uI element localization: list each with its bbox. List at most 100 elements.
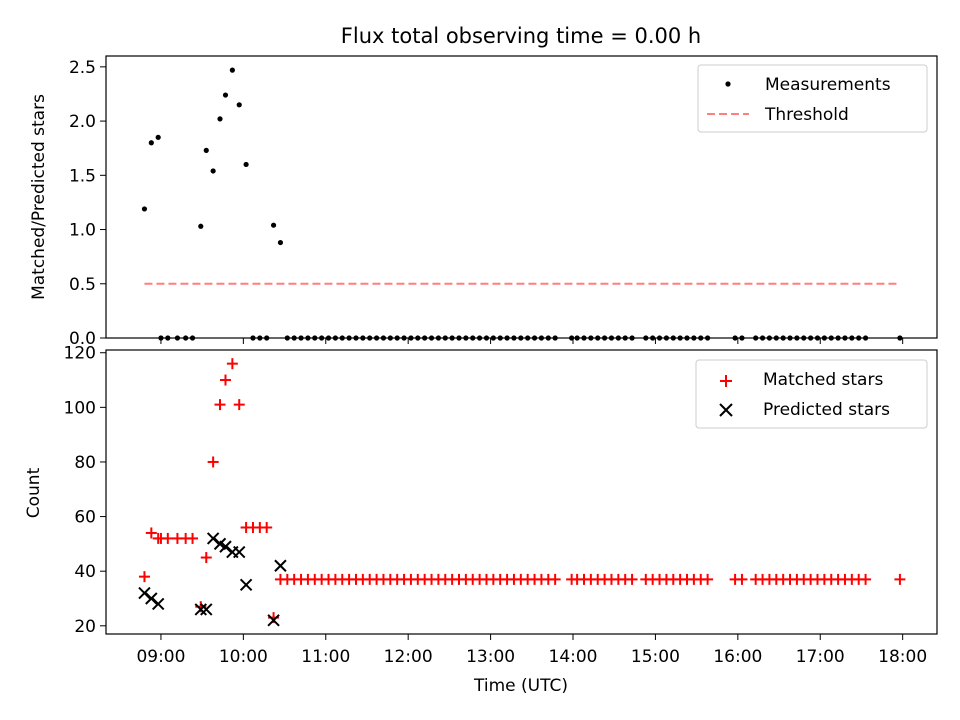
measurement-point [856, 335, 862, 341]
measurement-point [183, 335, 189, 341]
measurement-point [615, 335, 621, 341]
measurement-point [435, 335, 441, 341]
measurement-point [298, 335, 304, 341]
measurement-point [698, 335, 704, 341]
measurement-point [165, 335, 171, 341]
measurement-point [325, 335, 332, 341]
top-y-tick-label: 2.5 [69, 58, 96, 78]
measurement-point [428, 335, 435, 341]
measurement-point [210, 168, 216, 174]
top-plot-marks [141, 67, 903, 341]
top-y-tick-label: 2.0 [69, 112, 96, 132]
chart-title: Flux total observing time = 0.00 h [341, 24, 701, 48]
x-tick-label: 11:00 [301, 647, 350, 667]
measurement-point [794, 335, 800, 341]
x-tick-label: 15:00 [631, 647, 680, 667]
matched-star-point [214, 399, 226, 411]
x-tick-label: 12:00 [384, 647, 433, 667]
legend-measurements-label: Measurements [765, 75, 891, 95]
measurement-point [367, 335, 373, 341]
legend-matched-marker [720, 375, 732, 387]
measurement-point [174, 335, 181, 341]
predicted-star-point [239, 578, 253, 592]
measurement-point [504, 335, 510, 341]
measurement-point [773, 335, 779, 341]
measurement-point [470, 335, 476, 341]
measurement-point [456, 335, 462, 341]
measurement-point [155, 134, 161, 140]
measurement-point [284, 335, 290, 341]
legend-matched-label: Matched stars [763, 370, 883, 390]
measurement-point [787, 335, 793, 341]
measurement-point [518, 335, 524, 341]
measurement-point [250, 335, 256, 341]
measurement-point [862, 335, 869, 341]
measurement-point [814, 335, 821, 341]
measurement-point [477, 335, 483, 341]
measurement-point [189, 335, 196, 341]
measurement-point [497, 335, 503, 341]
predicted-star-point [267, 614, 280, 627]
measurement-point [490, 335, 496, 341]
measurement-point [277, 239, 284, 246]
matched-star-point [736, 573, 748, 585]
matched-star-point [860, 573, 872, 585]
measurement-point [531, 335, 538, 341]
top-plot: 0.0 0.5 1.0 1.5 2.0 2.5 Matched/Predicted sta… [29, 55, 938, 349]
measurement-point [663, 335, 670, 341]
measurement-point [897, 335, 903, 341]
x-tick-label: 18:00 [878, 647, 927, 667]
bottom-y-axis-label: Count [24, 467, 44, 518]
measurement-point [346, 335, 352, 341]
matched-star-point [261, 522, 273, 533]
matched-star-point [200, 552, 212, 564]
measurement-point [141, 206, 148, 212]
measurement-point [236, 102, 242, 108]
top-y-tick-label: 1.0 [69, 221, 96, 241]
measurement-point [670, 335, 676, 341]
predicted-star-point [194, 603, 207, 616]
measurement-point [766, 335, 773, 341]
measurement-point [849, 335, 855, 341]
measurement-point [257, 335, 263, 341]
x-tick-label: 16:00 [713, 647, 762, 667]
matched-star-point [702, 573, 714, 585]
measurement-point [353, 335, 359, 341]
top-y-tick-label: 0.5 [69, 275, 96, 295]
measurement-point [408, 335, 414, 341]
measurement-point [677, 335, 683, 341]
measurement-point [732, 335, 738, 341]
measurement-point [842, 335, 848, 341]
legend-predicted-marker [719, 403, 733, 417]
measurement-point [415, 335, 421, 341]
measurement-point [569, 335, 575, 341]
matched-star-point [233, 399, 245, 411]
bottom-y-tick-label: 40 [74, 562, 96, 582]
measurement-point [158, 335, 164, 341]
measurement-point [217, 116, 223, 122]
bottom-legend-box [695, 359, 928, 429]
measurement-point [319, 335, 325, 341]
measurement-point [305, 335, 311, 341]
measurement-point [483, 335, 490, 341]
legend-predicted-label: Predicted stars [763, 400, 890, 420]
measurement-point [821, 335, 827, 341]
measurement-point [602, 335, 608, 341]
matched-star-point [219, 374, 231, 386]
bottom-y-tick-label: 60 [74, 508, 96, 528]
measurement-point [511, 335, 517, 341]
measurement-point [753, 335, 759, 341]
bottom-y-tick-label: 80 [74, 453, 96, 473]
measurement-point [538, 335, 545, 341]
measurement-point [801, 335, 807, 341]
measurement-point [312, 335, 318, 341]
bottom-y-axis: 20 40 60 80 100 120 [64, 344, 106, 637]
measurement-point [394, 335, 400, 341]
measurement-point [270, 222, 277, 228]
measurement-point [581, 335, 587, 341]
x-tick-label: 13:00 [466, 647, 515, 667]
measurement-point [552, 335, 558, 341]
measurement-point [808, 335, 814, 341]
bottom-plot-marks [138, 358, 906, 627]
